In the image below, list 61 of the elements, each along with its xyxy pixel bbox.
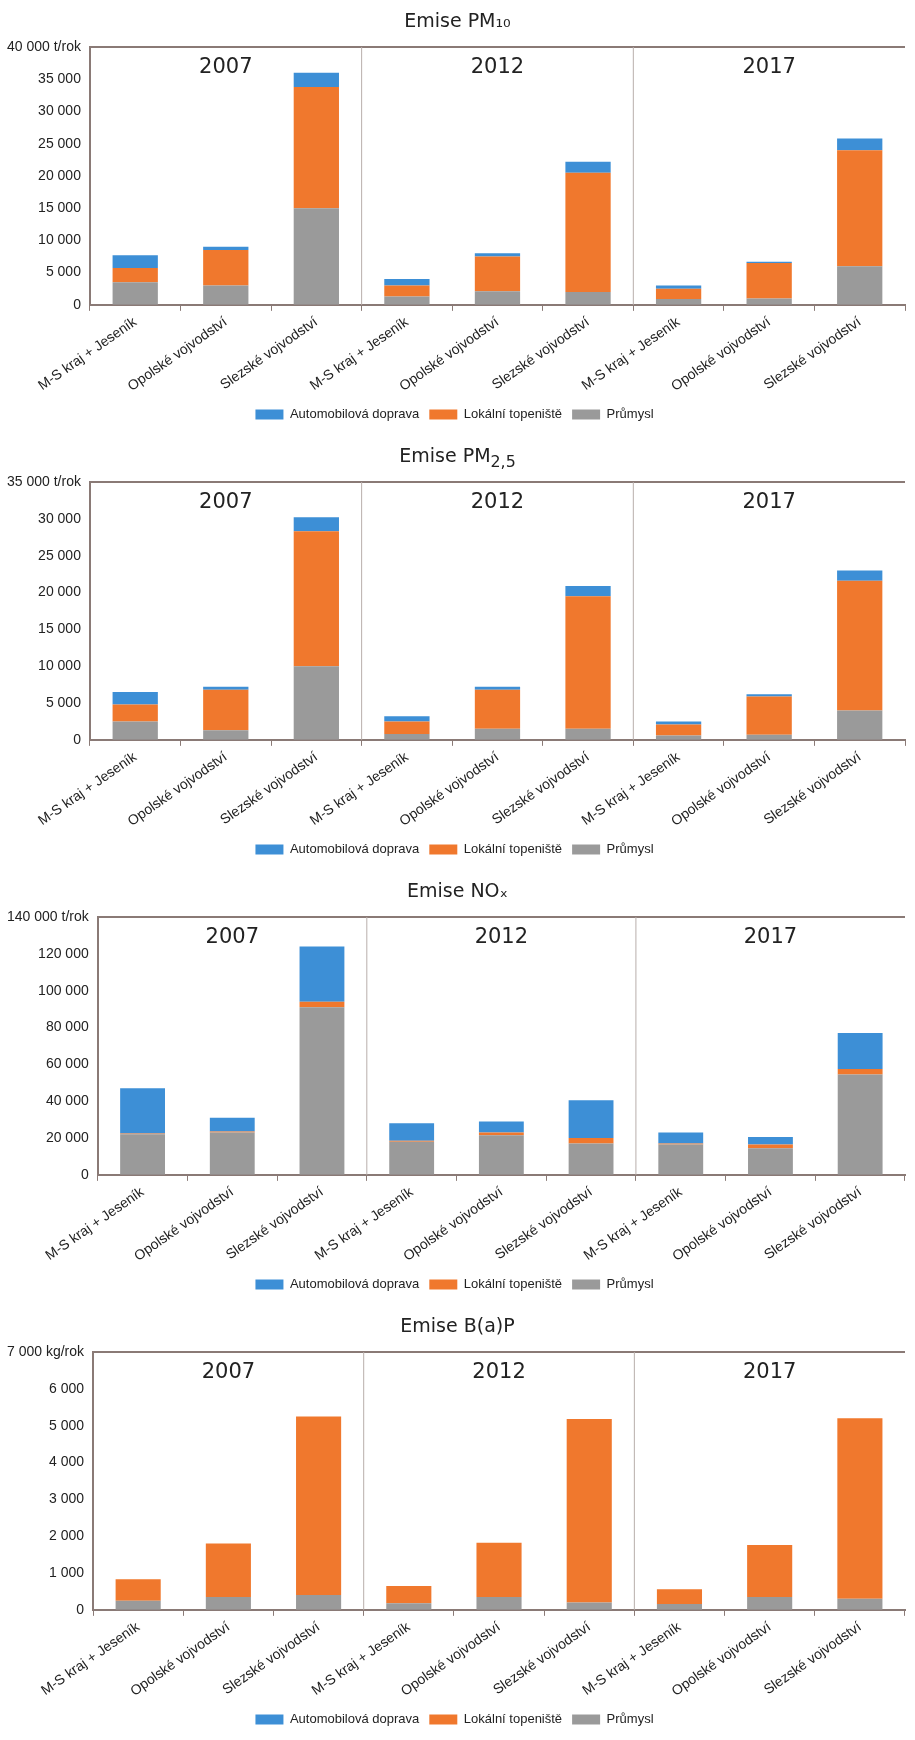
y-tick-label: 140 000 t/rok	[6, 907, 90, 924]
y-tick-label: 0	[73, 295, 82, 312]
y-tick-label: 0	[76, 1600, 85, 1617]
legend-label: Lokální topeniště	[463, 406, 563, 422]
chart-title: Emise PM$_{2,5}$	[398, 443, 517, 471]
y-tick-label: 80 000	[45, 1018, 89, 1035]
legend-label: Automobilová doprava	[289, 1711, 421, 1727]
annotation: 2017	[742, 53, 796, 78]
y-tick-label: 25 000	[38, 134, 82, 151]
chart-title: Emise PM₁₀	[403, 8, 512, 33]
y-tick-label: 30 000	[38, 102, 82, 119]
annotation: 2007	[199, 488, 253, 513]
annotation: 2007	[199, 53, 253, 78]
annotation: 2007	[201, 1358, 256, 1383]
y-tick-label: 20 000	[38, 166, 82, 183]
y-tick-label: 1 000	[49, 1563, 85, 1580]
y-tick-label: 0	[80, 1165, 89, 1182]
y-tick-label: 6 000	[49, 1379, 85, 1396]
y-tick-label: 100 000	[38, 981, 89, 998]
legend-label: Průmysl	[606, 406, 654, 422]
y-tick-label: 15 000	[38, 199, 82, 216]
annotation: 2017	[742, 1358, 797, 1383]
y-tick-label: 30 000	[38, 509, 82, 526]
chart-title: Emise NOₓ	[406, 878, 509, 903]
y-tick-label: 3 000	[49, 1490, 85, 1507]
chart-title: Emise B(a)P	[399, 1313, 516, 1338]
y-tick-label: 7 000 kg/rok	[6, 1342, 86, 1359]
annotation: 2007	[205, 923, 259, 948]
y-tick-label: 5 000	[49, 1416, 85, 1433]
legend-label: Průmysl	[606, 841, 654, 857]
y-tick-label: 4 000	[49, 1453, 85, 1470]
annotation: 2017	[743, 923, 798, 948]
y-tick-label: 35 000 t/rok	[7, 472, 82, 489]
legend-label: Lokální topeniště	[463, 841, 563, 857]
y-tick-label: 0	[73, 730, 82, 747]
y-tick-label: 5 000	[45, 693, 82, 710]
legend-label: Automobilová doprava	[289, 406, 421, 422]
y-tick-label: 40 000 t/rok	[7, 37, 82, 54]
y-tick-label: 10 000	[38, 657, 82, 674]
y-tick-label: 25 000	[38, 546, 82, 563]
y-tick-label: 60 000	[45, 1055, 89, 1072]
annotation: 2012	[474, 923, 529, 948]
y-tick-label: 40 000	[45, 1092, 89, 1109]
y-tick-label: 35 000	[38, 70, 82, 87]
legend-label: Průmysl	[606, 1276, 654, 1292]
y-tick-label: 120 000	[38, 944, 89, 961]
y-tick-label: 15 000	[38, 620, 82, 637]
y-tick-label: 20 000	[45, 1128, 89, 1145]
legend-label: Lokální topeniště	[463, 1276, 563, 1292]
y-tick-label: 20 000	[38, 583, 82, 600]
y-tick-label: 5 000	[45, 263, 82, 280]
y-tick-label: 2 000	[49, 1527, 85, 1544]
annotation: 2012	[472, 1358, 526, 1383]
legend-label: Automobilová doprava	[289, 1276, 421, 1292]
annotation: 2017	[742, 488, 796, 513]
legend-label: Automobilová doprava	[289, 841, 421, 857]
legend-label: Lokální topeniště	[463, 1711, 563, 1727]
annotation: 2012	[470, 488, 525, 513]
legend-label: Průmysl	[606, 1711, 654, 1727]
y-tick-label: 10 000	[38, 231, 82, 248]
annotation: 2012	[470, 53, 525, 78]
